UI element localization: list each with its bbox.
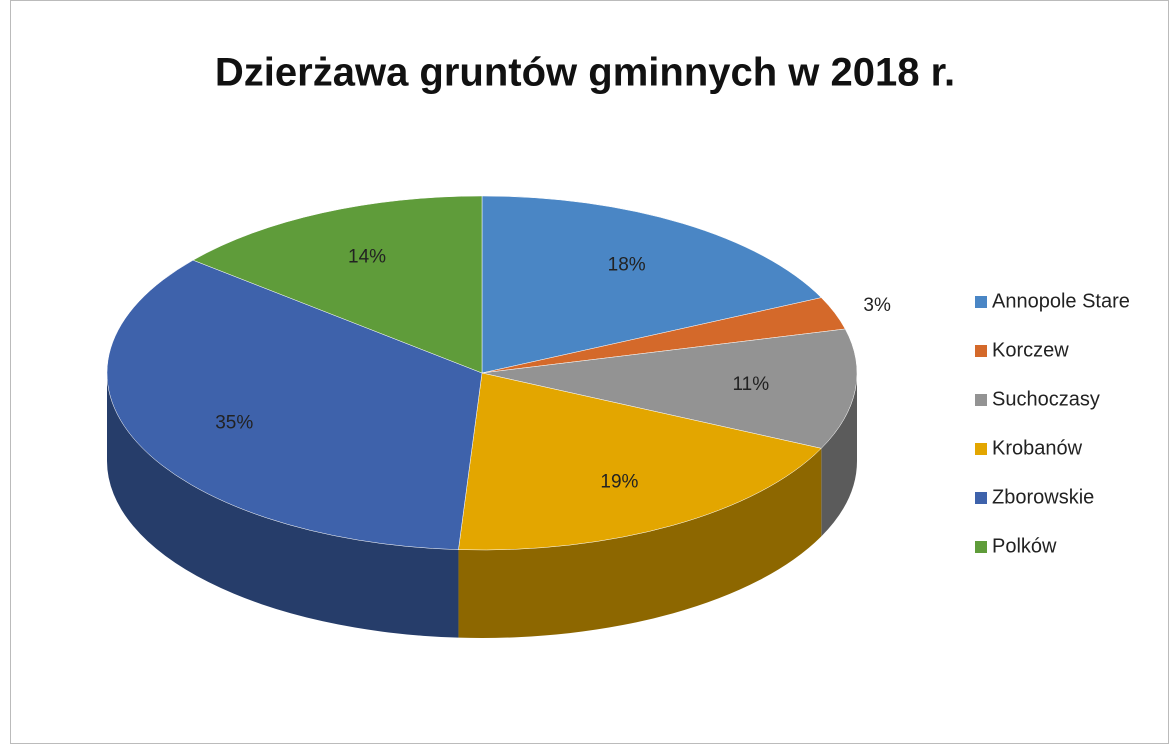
data-label: 18% [608,254,646,275]
legend-label: Annopole Stare [992,290,1130,312]
legend-label: Zborowskie [992,486,1094,508]
legend-label: Polków [992,535,1057,557]
legend-swatch [975,541,987,553]
slice [106,259,483,550]
slice [481,195,822,374]
legend-label: Krobanów [992,437,1083,459]
legend-label: Suchoczasy [992,388,1100,410]
legend-swatch [975,296,987,308]
legend-swatch [975,492,987,504]
slice [481,328,858,449]
data-label: 14% [348,247,386,268]
legend-label: Korczew [992,339,1069,361]
legend-swatch [975,443,987,455]
chart-title: Dzierżawa gruntów gminnych w 2018 r. [215,51,955,95]
legend-swatch [975,345,987,357]
data-label: 3% [863,295,891,316]
slice-side [107,373,459,638]
slice [192,195,483,374]
slice-side [458,448,822,638]
data-label: 19% [600,472,638,493]
data-label: 11% [732,374,769,395]
slice-side [821,373,857,537]
data-label: 35% [215,413,253,434]
legend-swatch [975,394,987,406]
slice [458,372,822,551]
